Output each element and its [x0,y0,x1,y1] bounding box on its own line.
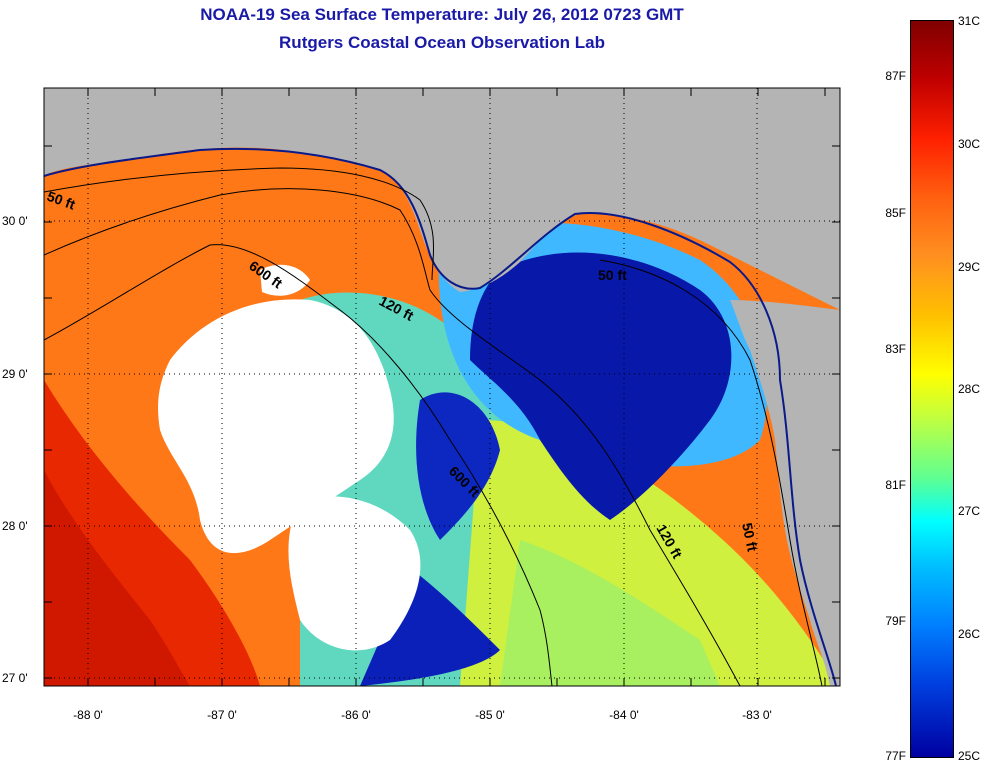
colorbar-fahrenheit-label: 81F [885,478,906,492]
contour-label: 50 ft [739,521,761,553]
coastline [44,147,837,686]
colorbar-celsius-label: 28C [958,382,981,396]
colorbar-celsius-label: 29C [958,260,981,274]
latitude-label: 27 0' [2,671,28,685]
land-north [44,88,840,310]
colorbar-fahrenheit-label: 83F [885,342,906,356]
contour-label: 50 ft [598,267,627,283]
land-florida [730,300,840,686]
longitude-labels: -88 0' -87 0' -86 0' -85 0' -84 0' -83 0… [73,708,772,722]
colorbar-fahrenheit-label: 85F [885,206,906,220]
map-frame [43,87,841,687]
contour-50ft-east [599,259,823,686]
colorbar [910,20,954,758]
latitude-label: 30 0' [2,214,28,228]
colorbar-fahrenheit-label: 87F [885,69,906,83]
latitude-label: 28 0' [2,519,28,533]
map-plot-area [44,88,840,686]
warm-water-southwest-core [44,470,190,686]
contour-120ft [44,188,741,686]
colorbar-fahrenheit-label: 77F [885,749,906,763]
colorbar-celsius-label: 31C [958,14,981,28]
latitude-labels: 30 0' 29 0' 28 0' 27 0' [2,214,28,685]
cloud-cover-north [260,264,310,296]
longitude-label: -86 0' [341,708,371,722]
latitude-label: 29 0' [2,367,28,381]
cold-water-shelf [416,392,500,540]
contour-50ft-west [44,167,435,281]
longitude-label: -84 0' [609,708,639,722]
mid-water-south [500,540,720,686]
axis-ticks [44,88,840,686]
cold-water-bigbend [470,252,732,520]
colorbar-fahrenheit-label: 79F [885,614,906,628]
colorbar-celsius-label: 26C [958,627,981,641]
colorbar-celsius-label: 30C [958,137,981,151]
map-title: NOAA-19 Sea Surface Temperature: July 26… [200,5,684,24]
contour-600ft [44,244,553,686]
longitude-label: -83 0' [742,708,772,722]
longitude-label: -88 0' [73,708,103,722]
cloud-cover-south [288,496,421,651]
colorbar-gradient [910,20,954,758]
map-subtitle: Rutgers Coastal Ocean Observation Lab [279,33,605,52]
colorbar-celsius-label: 25C [958,749,981,763]
cloud-cover-central [158,299,394,554]
colorbar-celsius-label: 27C [958,504,981,518]
longitude-label: -87 0' [207,708,237,722]
longitude-label: -85 0' [475,708,505,722]
